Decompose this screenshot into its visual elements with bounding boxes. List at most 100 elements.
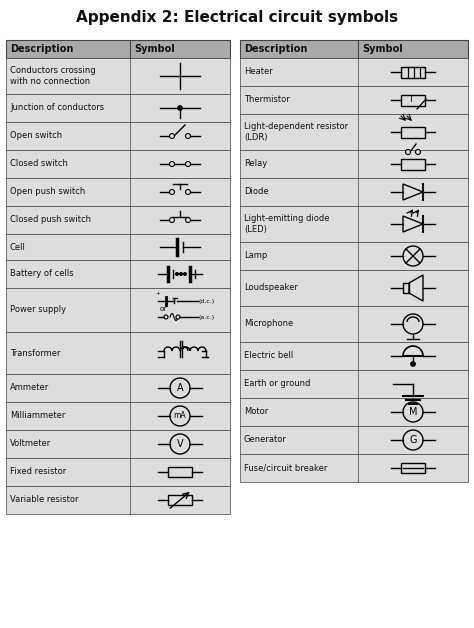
Text: or: or [160,306,167,312]
Bar [240,178,468,206]
Circle shape [170,190,174,195]
Bar [6,430,230,458]
Circle shape [176,273,178,275]
Text: Electric bell: Electric bell [244,352,293,360]
Bar [240,206,468,242]
Bar [240,306,468,342]
Text: Relay: Relay [244,160,267,168]
Bar [6,178,230,206]
Bar [6,122,230,150]
Text: Closed push switch: Closed push switch [10,215,91,224]
Bar [240,398,468,426]
Circle shape [185,134,191,139]
Text: Description: Description [10,44,73,54]
Circle shape [185,161,191,166]
Bar [6,206,230,234]
Circle shape [416,149,420,154]
Text: Closed switch: Closed switch [10,160,68,168]
Bar [6,288,230,332]
Text: M: M [409,407,417,417]
Bar [240,58,468,86]
Text: Heater: Heater [244,67,273,77]
Text: Thermistor: Thermistor [244,95,290,104]
Text: Voltmeter: Voltmeter [10,440,51,448]
Text: mA: mA [173,411,186,421]
Bar [240,370,468,398]
Bar [403,283,409,293]
Text: Loudspeaker: Loudspeaker [244,283,298,293]
Text: Open push switch: Open push switch [10,188,85,197]
Text: Milliammeter: Milliammeter [10,411,65,421]
Circle shape [170,217,174,222]
Text: Variable resistor: Variable resistor [10,495,79,504]
Bar [6,402,230,430]
Bar [240,426,468,454]
Bar [240,270,468,306]
Text: Cell: Cell [10,242,26,251]
Circle shape [178,106,182,110]
Bar [240,40,468,58]
Text: Junction of conductors: Junction of conductors [10,104,104,112]
Circle shape [185,190,191,195]
Text: Earth or ground: Earth or ground [244,379,310,389]
Bar [6,332,230,374]
Text: Description: Description [244,44,307,54]
Bar [6,234,230,260]
Bar [6,40,230,58]
Text: Symbol: Symbol [134,44,175,54]
Bar [401,94,425,106]
Bar [6,94,230,122]
Circle shape [180,273,182,275]
Bar [6,260,230,288]
Text: Lamp: Lamp [244,251,267,261]
Text: Fixed resistor: Fixed resistor [10,467,66,477]
Text: Microphone: Microphone [244,320,293,328]
Bar [6,374,230,402]
Bar [168,495,192,505]
Circle shape [184,273,186,275]
Text: A: A [177,383,183,393]
Circle shape [170,134,174,139]
Bar [240,242,468,270]
Circle shape [164,315,168,319]
Text: Light-dependent resistor
(LDR): Light-dependent resistor (LDR) [244,122,348,142]
Text: Motor: Motor [244,408,268,416]
Text: (d.c.): (d.c.) [199,298,215,303]
Bar [240,114,468,150]
Bar [401,463,425,473]
Text: Power supply: Power supply [10,305,66,315]
Text: Transformer: Transformer [10,349,61,357]
Bar [240,86,468,114]
Circle shape [405,149,410,154]
Text: V: V [177,439,183,449]
Circle shape [176,315,180,319]
Bar [6,458,230,486]
Text: Battery of cells: Battery of cells [10,269,73,278]
Text: Fuse/circuit breaker: Fuse/circuit breaker [244,463,328,472]
Circle shape [185,217,191,222]
Text: Symbol: Symbol [362,44,403,54]
Text: Ammeter: Ammeter [10,384,49,392]
Text: (a.c.): (a.c.) [199,315,215,320]
Text: Light-emitting diode
(LED): Light-emitting diode (LED) [244,214,329,234]
Text: Conductors crossing
with no connection: Conductors crossing with no connection [10,66,96,86]
Bar [401,67,425,77]
Text: Diode: Diode [244,188,269,197]
Bar [240,342,468,370]
Circle shape [411,362,415,366]
Bar [240,150,468,178]
Circle shape [170,161,174,166]
Bar [240,454,468,482]
Bar [401,158,425,170]
Text: Generator: Generator [244,435,287,445]
Bar [401,126,425,138]
Text: T: T [409,95,413,104]
Text: Appendix 2: Electrical circuit symbols: Appendix 2: Electrical circuit symbols [76,10,398,25]
Text: Open switch: Open switch [10,131,62,141]
Bar [6,486,230,514]
Text: +: + [155,291,160,296]
Text: G: G [409,435,417,445]
Bar [6,150,230,178]
Bar [6,58,230,94]
Bar [168,467,192,477]
